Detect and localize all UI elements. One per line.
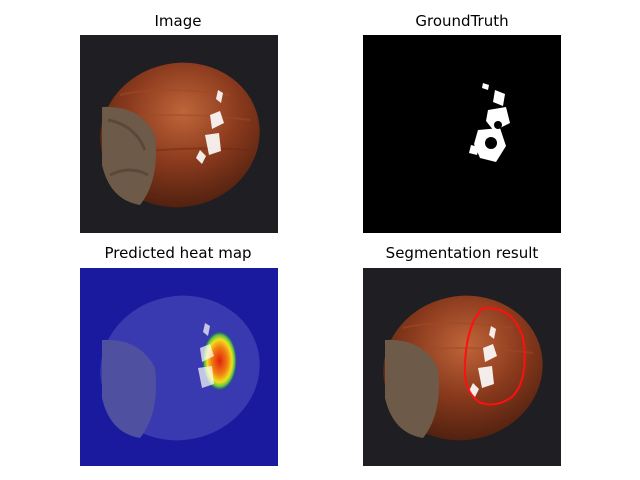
title-segmentation: Segmentation result: [385, 244, 539, 262]
hazelnut-image: [80, 35, 278, 233]
panel-image: [80, 35, 278, 233]
title-heatmap: Predicted heat map: [104, 244, 252, 262]
panel-groundtruth: [363, 35, 561, 233]
panel-segmentation: [363, 268, 561, 466]
panel-heatmap: [80, 268, 278, 466]
title-image: Image: [154, 12, 202, 30]
groundtruth-mask: [363, 35, 561, 233]
title-groundtruth: GroundTruth: [415, 12, 509, 30]
heatmap-overlay: [80, 268, 278, 466]
segmentation-image: [363, 268, 561, 466]
segmentation-contour: [463, 306, 526, 406]
